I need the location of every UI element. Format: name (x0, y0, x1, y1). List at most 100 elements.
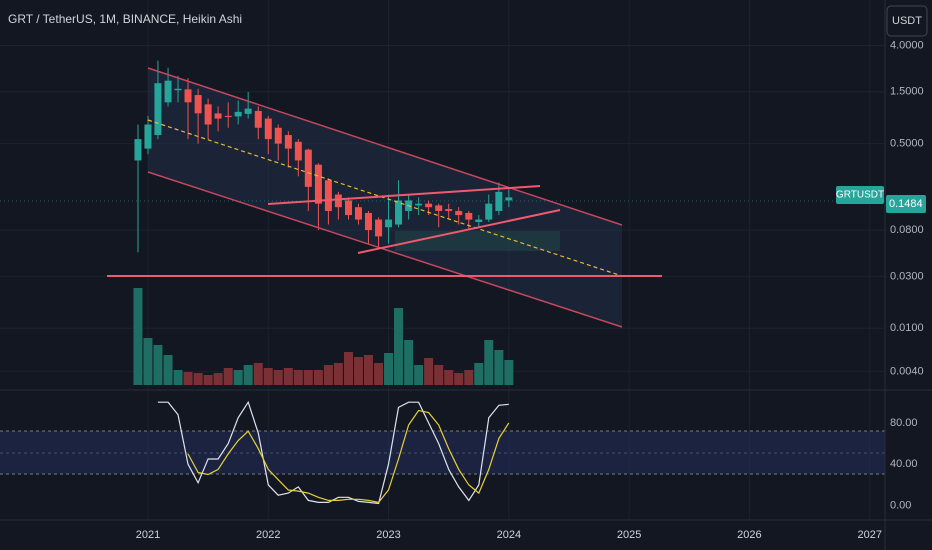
candle-body (254, 110, 262, 128)
volume-bar (444, 370, 454, 385)
volume-bar (504, 360, 514, 385)
candle-body (505, 197, 513, 201)
volume-bar (363, 355, 373, 385)
channel-lower (147, 171, 623, 328)
channel-upper (147, 67, 623, 226)
candle-body (465, 212, 473, 220)
volume-bar (353, 357, 363, 385)
candle-body (244, 108, 252, 114)
candle-body (334, 194, 342, 208)
volume-bar (263, 368, 273, 385)
last-price-tag (886, 194, 926, 213)
volume-bar (484, 340, 494, 385)
triangle-upper (267, 185, 541, 205)
candle-body (194, 95, 202, 114)
channel-mid (147, 119, 623, 277)
candle-body (435, 205, 443, 211)
volume-bar (424, 358, 434, 385)
volume-bar (313, 370, 323, 385)
volume-bar (343, 352, 353, 385)
x-tick-label: 2026 (737, 529, 761, 541)
candle-body (385, 219, 393, 228)
triangle-lower (357, 209, 561, 254)
y-tick-label: 0.0300 (890, 270, 924, 282)
x-tick-label: 2023 (376, 529, 400, 541)
candle-body (304, 149, 312, 187)
y-tick-label: 4.0000 (890, 39, 924, 51)
x-tick-label: 2027 (857, 529, 881, 541)
candle-body (495, 191, 503, 211)
candle-body (344, 200, 352, 216)
candle-body (184, 89, 192, 103)
volume-bar (253, 363, 263, 385)
volume-bar (283, 368, 293, 385)
volume-bar (464, 370, 474, 385)
volume-bar (183, 372, 193, 385)
volume-bar (414, 365, 424, 385)
volume-bar (384, 353, 394, 385)
volume-bar (474, 363, 484, 385)
candle-body (224, 115, 232, 117)
candle-body (425, 203, 433, 208)
candle-body (264, 118, 272, 140)
volume-bar (394, 308, 404, 385)
candle-body (415, 203, 423, 206)
symbol-tag (836, 185, 884, 204)
candle-body (294, 141, 302, 161)
volume-bar (454, 373, 464, 385)
y-tick-label: 0.5000 (890, 138, 924, 150)
volume-bar (333, 363, 343, 385)
candle-body (234, 111, 242, 117)
candle-body (475, 219, 483, 222)
candle-body (324, 180, 332, 211)
candle-body (354, 207, 362, 220)
candle-body (274, 127, 282, 144)
candle-body (395, 200, 403, 225)
x-tick-label: 2021 (136, 529, 160, 541)
y-tick-label: 0.0040 (890, 365, 924, 377)
candle-body (455, 210, 463, 216)
stoch-tick-label: 0.00 (890, 499, 911, 511)
stoch-tick-label: 80.00 (890, 417, 918, 429)
volume-bar (434, 365, 444, 385)
y-tick-label: 0.0800 (890, 224, 924, 236)
plot (0, 60, 885, 505)
candle-body (375, 219, 383, 237)
stoch-tick-label: 40.00 (890, 458, 918, 470)
y-tick-label: 0.0100 (890, 322, 924, 334)
volume-bar (153, 345, 163, 385)
symbol-title: GRT / TetherUS, 1M, BINANCE, Heikin Ashi (8, 12, 242, 26)
volume-bar (193, 373, 203, 385)
currency-label[interactable]: USDT (892, 15, 922, 27)
stoch-line (187, 409, 510, 504)
candle-body (445, 209, 453, 211)
symbol-tag-label: GRTUSDT (836, 190, 884, 201)
candle-body (154, 83, 162, 136)
volume-bar (323, 365, 333, 385)
candle-body (364, 212, 372, 231)
candle-body (164, 80, 172, 103)
x-tick-label: 2025 (617, 529, 641, 541)
candle-body (134, 139, 142, 161)
candle-body (284, 135, 292, 149)
volume-bar (374, 363, 384, 385)
axes: 2021 2022 2023 2024 2025 2026 2027 4.0000 1.5000… (136, 39, 926, 541)
volume-bar (243, 365, 253, 385)
volume-bar (494, 350, 504, 385)
currency-button[interactable] (886, 5, 928, 37)
x-tick-label: 2024 (497, 529, 521, 541)
candle-body (204, 104, 212, 125)
candle-body (314, 164, 322, 204)
last-price-label: 0.1484 (889, 198, 923, 210)
candle-body (174, 88, 182, 91)
volume-bar (213, 373, 223, 385)
y-tick-label: 1.5000 (890, 86, 924, 98)
candle-body (485, 203, 493, 220)
volume-bar (163, 355, 173, 385)
candle-body (214, 113, 222, 119)
volume-bar (133, 288, 143, 385)
volume-bar (173, 370, 183, 385)
volume-bar (223, 368, 233, 385)
volume-bar (273, 370, 283, 385)
